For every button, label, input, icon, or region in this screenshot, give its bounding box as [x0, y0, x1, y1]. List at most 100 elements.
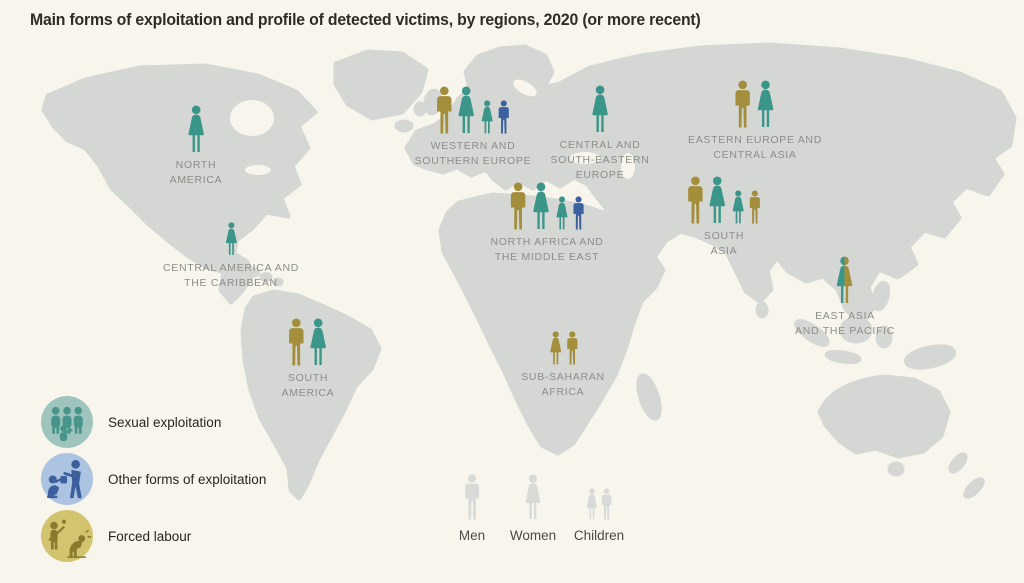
man-figure [436, 86, 453, 134]
woman-figure [185, 105, 206, 153]
key-figures [585, 488, 613, 520]
island-caribbean [272, 277, 284, 287]
hudson-bay [230, 100, 274, 136]
sexual-exploitation-icon [41, 396, 93, 448]
region-western-southern-europe: WESTERN AND SOUTHERN EUROPE [415, 86, 532, 169]
region-label: CENTRAL AMERICA AND THE CARIBBEAN [162, 261, 300, 290]
region-figures [687, 176, 762, 224]
region-north-america: NORTH AMERICA [170, 105, 223, 188]
region-south-america: SOUTH AMERICA [282, 318, 335, 401]
legend-label: Forced labour [108, 528, 192, 544]
continent-africa [438, 192, 666, 456]
baltic-sea [513, 79, 537, 97]
region-central-south-eastern-europe: CENTRAL AND SOUTH-EASTERN EUROPE [551, 85, 650, 184]
key-figures [464, 474, 481, 520]
region-figures [287, 318, 328, 366]
region-label: WESTERN AND SOUTHERN EUROPE [414, 140, 532, 168]
region-label: EAST ASIA AND THE PACIFIC [795, 310, 895, 338]
region-label: CENTRAL AND SOUTH-EASTERN EUROPE [550, 139, 650, 182]
legend: Sexual exploitation Other forms of explo… [41, 396, 266, 562]
woman-figure [707, 176, 728, 224]
region-figures [734, 80, 775, 128]
island-ireland [413, 101, 427, 117]
legend-item-sexual-exploitation: Sexual exploitation [41, 396, 266, 448]
caspian-sea [621, 153, 635, 179]
region-figures [185, 105, 206, 153]
forced-labour-icon [41, 510, 93, 562]
black-sea [570, 152, 600, 164]
girl-figure [585, 488, 599, 520]
boy-figure [572, 196, 584, 230]
island-hispaniola [259, 272, 273, 282]
key-item-children: Children [574, 488, 624, 543]
man-figure [464, 474, 481, 520]
region-label: SUB-SAHARAN AFRICA [521, 371, 605, 399]
region-south-asia: SOUTH ASIA [687, 176, 762, 259]
island-cuba [243, 266, 261, 278]
island-new-guinea [903, 344, 957, 370]
region-figures [834, 256, 855, 304]
island-madagascar [636, 373, 662, 421]
other-forms-exploitation-icon [41, 453, 93, 505]
island-tasmania [887, 461, 905, 477]
island-iceland [394, 119, 414, 133]
girl-figure [731, 190, 746, 224]
region-sub-saharan-africa: SUB-SAHARAN AFRICA [521, 331, 605, 400]
region-figures [510, 182, 585, 230]
key-label: Men [458, 528, 486, 543]
woman-figure [456, 86, 477, 134]
island-sulawesi [875, 325, 893, 349]
region-eastern-europe-central-asia: EASTERN EUROPE AND CENTRAL ASIA [688, 80, 822, 163]
island-sri-lanka [755, 301, 769, 319]
woman-figure [589, 85, 610, 133]
woman-figure [523, 474, 543, 520]
region-north-africa-middle-east: NORTH AFRICA AND THE MIDDLE EAST [490, 182, 603, 265]
boy-figure [601, 488, 613, 520]
man-figure [287, 318, 304, 366]
key-item-men: Men [459, 474, 485, 543]
man-figure [510, 182, 527, 230]
legend-label: Sexual exploitation [108, 414, 222, 430]
region-label: SOUTH AMERICA [281, 372, 335, 400]
island-new-zealand-south [963, 477, 985, 499]
woman-figure [308, 318, 329, 366]
continent-australia [817, 374, 951, 459]
continent-south-america [240, 289, 382, 501]
region-label: NORTH AMERICA [169, 159, 223, 187]
island-japan-honshu [941, 147, 963, 177]
region-label: NORTH AFRICA AND THE MIDDLE EAST [490, 236, 604, 264]
region-figures [589, 85, 610, 133]
region-figures [548, 331, 578, 365]
island-sumatra [794, 319, 830, 347]
boy-figure [566, 331, 578, 365]
legend-item-other-forms: Other forms of exploitation [41, 453, 266, 505]
region-figures [436, 86, 511, 134]
woman-figure [224, 222, 239, 256]
region-east-asia-pacific: EAST ASIA AND THE PACIFIC [795, 256, 895, 339]
key-figures [523, 474, 543, 520]
woman-figure [834, 256, 855, 304]
region-figures [224, 222, 239, 256]
man-figure [687, 176, 704, 224]
girl-figure [480, 100, 495, 134]
region-label: EASTERN EUROPE AND CENTRAL ASIA [688, 134, 822, 162]
boy-figure [749, 190, 761, 224]
woman-figure [530, 182, 551, 230]
greenland [333, 49, 429, 121]
key-label: Women [509, 528, 557, 543]
region-label: SOUTH ASIA [703, 230, 745, 258]
girl-figure [554, 196, 569, 230]
great-lakes [245, 165, 271, 175]
island-new-zealand-north [948, 452, 968, 474]
girl-figure [548, 331, 563, 365]
legend-item-forced-labour: Forced labour [41, 510, 266, 562]
island-japan-hokkaido [955, 130, 971, 150]
key-item-women: Women [510, 474, 556, 543]
boy-figure [498, 100, 510, 134]
woman-figure [755, 80, 776, 128]
island-borneo [839, 316, 873, 344]
key-label: Children [573, 528, 625, 543]
chart-title: Main forms of exploitation and profile o… [30, 10, 701, 29]
legend-label: Other forms of exploitation [108, 471, 267, 487]
